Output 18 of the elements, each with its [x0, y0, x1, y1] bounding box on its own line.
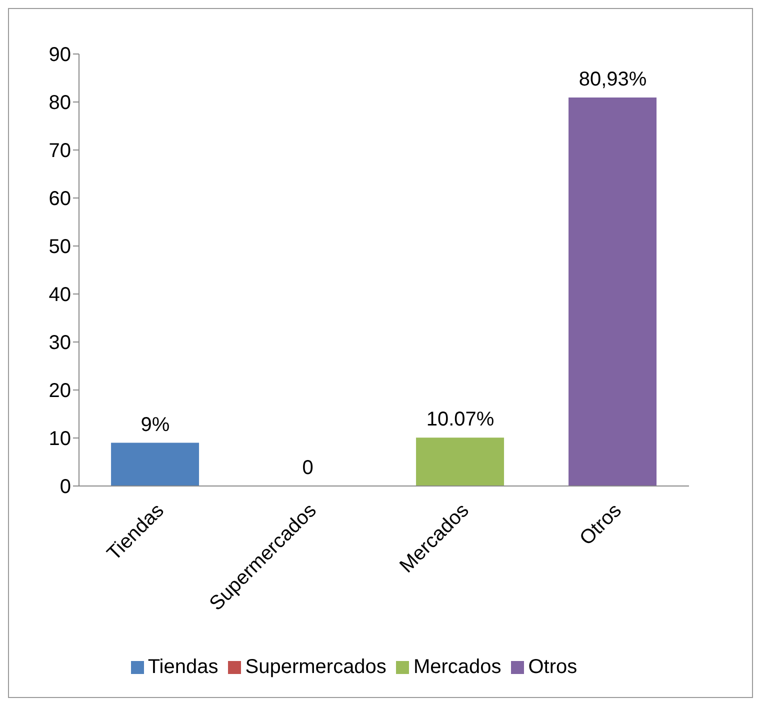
legend-label: Tiendas [148, 656, 218, 678]
legend-label: Supermercados [245, 656, 386, 678]
legend-label: Otros [528, 656, 578, 678]
y-tick-label: 40 [48, 284, 71, 306]
y-tick-label: 0 [60, 476, 71, 498]
y-tick-label: 90 [48, 44, 71, 66]
y-tick-label: 10 [48, 428, 71, 450]
data-label: 80,93% [578, 68, 647, 91]
y-tick-label: 50 [48, 236, 71, 258]
data-label: 10.07% [426, 408, 494, 431]
y-tick-label: 60 [48, 188, 71, 210]
data-label: 0 [302, 457, 314, 479]
y-tick-label: 80 [48, 92, 71, 114]
legend-label: Mercados [413, 656, 502, 678]
data-label: 9% [140, 414, 170, 436]
y-tick-label: 20 [48, 380, 71, 402]
y-tick-label: 70 [48, 140, 71, 162]
y-tick-label: 30 [48, 332, 71, 354]
